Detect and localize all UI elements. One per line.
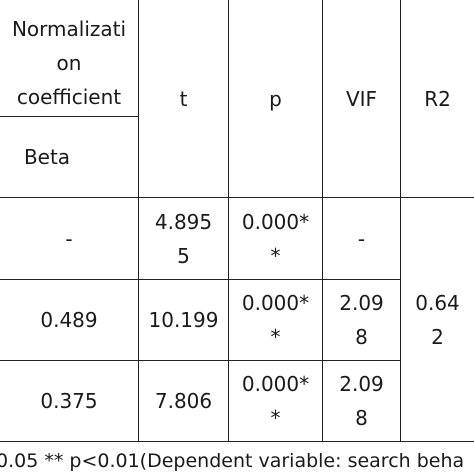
row2-t: 10.199 xyxy=(148,308,219,332)
rule-table-bottom xyxy=(0,441,474,442)
col-rule-4 xyxy=(400,0,401,442)
header-t: t xyxy=(179,86,188,111)
rule-row2-bottom xyxy=(0,360,400,361)
header-beta: Beta xyxy=(23,145,71,169)
table-footnote: 0.05 ** p<0.01(Dependent variable: searc… xyxy=(0,450,465,472)
row1-t: 4.895 5 xyxy=(154,209,213,268)
header-normalization-coefficient: Normalizati on coefficient xyxy=(11,17,127,109)
col-rule-1 xyxy=(138,0,139,442)
row3-p: 0.000* * xyxy=(241,372,310,430)
col-rule-2 xyxy=(228,0,229,442)
rule-row1-bottom xyxy=(0,279,400,280)
rule-header-sub xyxy=(0,116,138,117)
header-p: p xyxy=(269,86,282,111)
row2-vif: 2.09 8 xyxy=(339,291,384,349)
row1-p: 0.000* * xyxy=(241,209,310,268)
header-vif: VIF xyxy=(345,86,378,111)
row1-vif: - xyxy=(357,226,366,251)
row2-beta: 0.489 xyxy=(40,308,98,332)
rule-header-bottom xyxy=(0,197,474,198)
row3-t: 7.806 xyxy=(154,389,213,413)
row3-beta: 0.375 xyxy=(40,389,98,413)
row1-beta: - xyxy=(65,226,73,251)
row3-vif: 2.09 8 xyxy=(339,372,384,430)
header-r2: R2 xyxy=(424,86,451,111)
row2-p: 0.000* * xyxy=(241,291,310,349)
r2-value: 0.64 2 xyxy=(415,290,460,349)
col-rule-3 xyxy=(322,0,323,442)
